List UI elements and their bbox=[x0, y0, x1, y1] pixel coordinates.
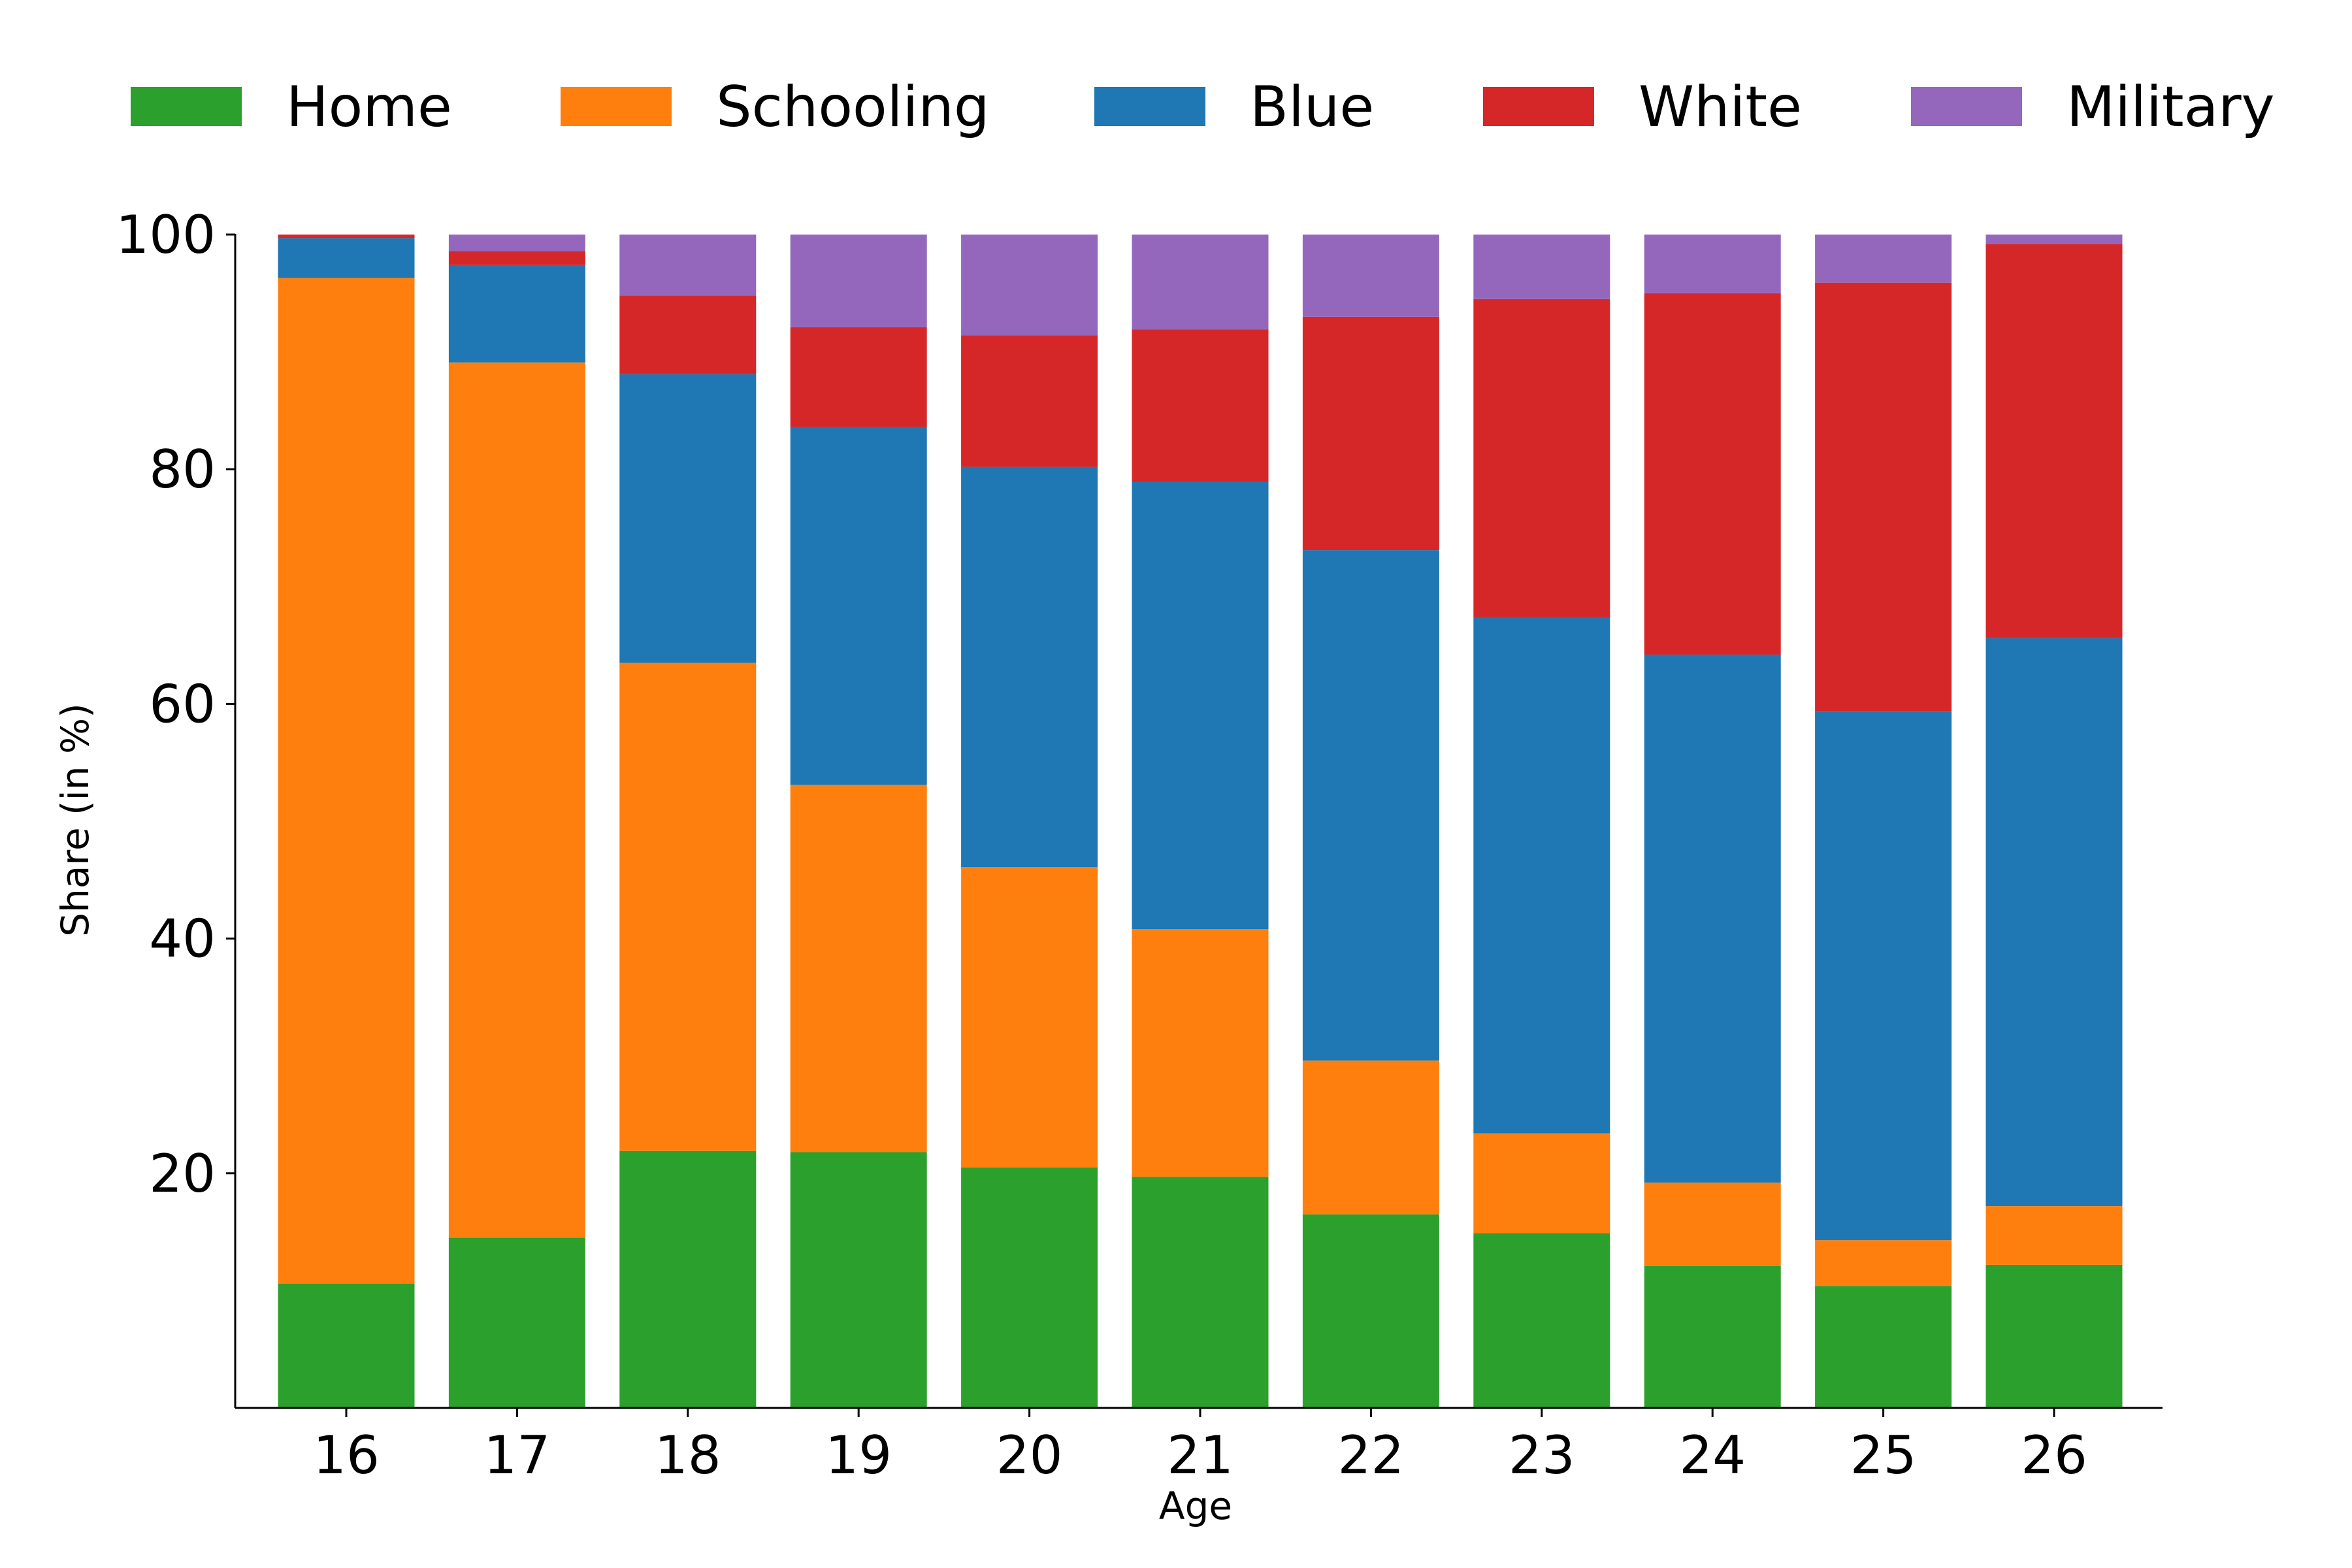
bar-segment-blue-26 bbox=[1985, 638, 2123, 1207]
legend-swatch-schooling bbox=[561, 87, 672, 126]
bar-segment-blue-24 bbox=[1644, 654, 1781, 1183]
axes: 20 40 60 80 100 16 17 18 19 20 21 22 23 24 25 26 bbox=[116, 204, 2163, 1486]
bar-segment-home-18 bbox=[619, 1151, 757, 1408]
legend-swatch-white bbox=[1483, 87, 1594, 126]
legend-label-home: Home bbox=[286, 74, 452, 140]
bar-segment-white-21 bbox=[1132, 329, 1269, 482]
x-tick-label-23: 23 bbox=[1509, 1425, 1575, 1486]
y-tick-label-60: 60 bbox=[149, 674, 216, 734]
bar-segment-military-18 bbox=[619, 235, 757, 296]
bar-segment-schooling-17 bbox=[448, 362, 585, 1238]
bar-segment-white-16 bbox=[278, 235, 415, 238]
bar-segment-military-17 bbox=[448, 235, 585, 252]
bar-segment-blue-23 bbox=[1473, 617, 1610, 1134]
bar-segment-schooling-16 bbox=[278, 278, 415, 1284]
x-tick-label-20: 20 bbox=[996, 1425, 1063, 1486]
bar-segment-blue-25 bbox=[1815, 711, 1952, 1241]
x-tick-label-17: 17 bbox=[484, 1425, 551, 1486]
x-tick-label-18: 18 bbox=[655, 1425, 721, 1486]
bar-segment-blue-21 bbox=[1132, 482, 1269, 930]
bar-segment-military-25 bbox=[1815, 235, 1952, 283]
x-axis-title: Age bbox=[1159, 1484, 1232, 1528]
bar-segment-white-24 bbox=[1644, 293, 1781, 655]
bar-segment-military-24 bbox=[1644, 235, 1781, 293]
bar-segment-home-19 bbox=[790, 1152, 927, 1408]
legend-label-military: Military bbox=[2066, 74, 2275, 140]
bar-segment-white-19 bbox=[790, 327, 927, 427]
bar-segment-home-20 bbox=[961, 1167, 1098, 1408]
legend-label-white: White bbox=[1639, 74, 1802, 140]
bar-segment-white-20 bbox=[961, 335, 1098, 467]
bar-segment-military-23 bbox=[1473, 235, 1610, 299]
y-tick-label-100: 100 bbox=[116, 204, 216, 265]
bar-segment-home-16 bbox=[278, 1283, 415, 1408]
bar-segment-military-22 bbox=[1302, 235, 1439, 317]
x-tick-label-19: 19 bbox=[825, 1425, 892, 1486]
y-axis-title: Share (in %) bbox=[53, 703, 97, 937]
bar-segment-military-21 bbox=[1132, 235, 1269, 330]
bar-segment-blue-22 bbox=[1302, 550, 1439, 1061]
bar-segment-military-26 bbox=[1985, 235, 2123, 244]
legend-label-blue: Blue bbox=[1250, 74, 1374, 140]
legend-label-schooling: Schooling bbox=[716, 74, 990, 140]
x-tick-label-25: 25 bbox=[1850, 1425, 1917, 1486]
bar-segment-schooling-26 bbox=[1985, 1206, 2123, 1265]
bar-segment-white-25 bbox=[1815, 282, 1952, 711]
y-tick-label-80: 80 bbox=[149, 439, 216, 500]
bar-segment-home-17 bbox=[448, 1237, 585, 1408]
x-tick-label-22: 22 bbox=[1338, 1425, 1405, 1486]
bar-segment-schooling-18 bbox=[619, 662, 757, 1151]
bar-segment-blue-16 bbox=[278, 238, 415, 278]
legend-swatch-home bbox=[131, 87, 242, 126]
bar-segment-schooling-20 bbox=[961, 867, 1098, 1168]
bar-segment-schooling-22 bbox=[1302, 1060, 1439, 1215]
bar-segment-white-17 bbox=[448, 251, 585, 265]
bar-segment-blue-17 bbox=[448, 265, 585, 363]
bar-segment-schooling-19 bbox=[790, 785, 927, 1152]
legend-swatch-blue bbox=[1094, 87, 1205, 126]
bar-segment-white-22 bbox=[1302, 316, 1439, 551]
bar-segment-military-20 bbox=[961, 235, 1098, 336]
legend: Home Schooling Blue White Military bbox=[131, 74, 2275, 140]
bar-segment-blue-19 bbox=[790, 427, 927, 785]
bars bbox=[278, 235, 2123, 1408]
x-tick-label-26: 26 bbox=[2021, 1425, 2087, 1486]
y-tick-label-40: 40 bbox=[149, 909, 216, 970]
x-tick-label-24: 24 bbox=[1679, 1425, 1746, 1486]
x-tick-label-21: 21 bbox=[1167, 1425, 1233, 1486]
bar-segment-home-25 bbox=[1815, 1286, 1952, 1408]
legend-swatch-military bbox=[1911, 87, 2022, 126]
bar-segment-schooling-21 bbox=[1132, 929, 1269, 1177]
bar-segment-home-23 bbox=[1473, 1233, 1610, 1408]
bar-segment-blue-20 bbox=[961, 466, 1098, 868]
bar-segment-white-26 bbox=[1985, 244, 2123, 638]
x-tick-label-16: 16 bbox=[313, 1425, 380, 1486]
bar-segment-schooling-25 bbox=[1815, 1240, 1952, 1286]
bar-segment-white-23 bbox=[1473, 299, 1610, 617]
bar-segment-schooling-24 bbox=[1644, 1183, 1781, 1266]
bar-segment-white-18 bbox=[619, 295, 757, 374]
bar-segment-home-24 bbox=[1644, 1266, 1781, 1408]
y-tick-label-20: 20 bbox=[149, 1143, 216, 1204]
bar-segment-home-22 bbox=[1302, 1214, 1439, 1408]
bar-segment-schooling-23 bbox=[1473, 1133, 1610, 1233]
bar-segment-home-21 bbox=[1132, 1177, 1269, 1408]
bar-segment-home-26 bbox=[1985, 1264, 2123, 1408]
bar-segment-military-19 bbox=[790, 235, 927, 327]
bar-segment-blue-18 bbox=[619, 374, 757, 663]
